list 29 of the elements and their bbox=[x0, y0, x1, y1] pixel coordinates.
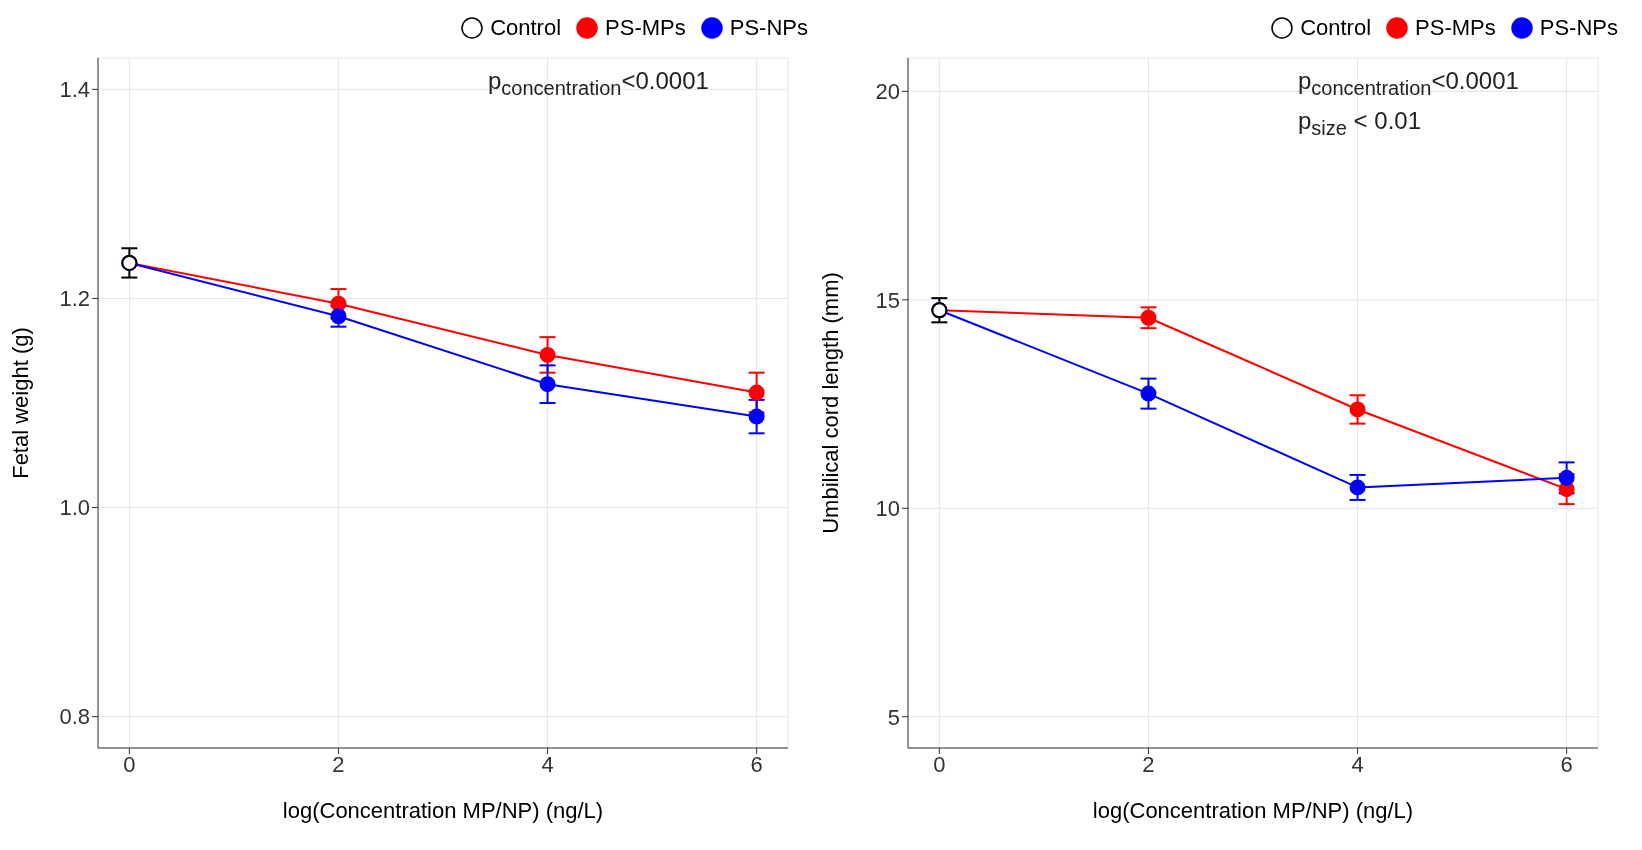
y-tick-label: 20 bbox=[875, 79, 900, 105]
y-tick-label: 5 bbox=[887, 704, 900, 730]
legend-label: PS-MPs bbox=[605, 15, 686, 41]
legend-label: PS-NPs bbox=[1539, 15, 1618, 41]
x-axis-title: log(Concentration MP/NP) (ng/L) bbox=[282, 798, 604, 823]
legend-label: PS-MPs bbox=[1415, 15, 1496, 41]
x-axis-title: log(Concentration MP/NP) (ng/L) bbox=[1092, 798, 1414, 823]
y-tick-label: 1.0 bbox=[59, 495, 90, 521]
legend-label: Control bbox=[1300, 15, 1372, 41]
legend-label: Control bbox=[490, 15, 562, 41]
y-axis-title: Fetal weight (g) bbox=[7, 327, 33, 479]
annotation: p$_{concentration}$<0.0001 bbox=[488, 66, 709, 101]
y-tick-label: 15 bbox=[875, 287, 900, 313]
annotation: p$_{concentration}$<0.0001 bbox=[1298, 66, 1519, 101]
y-tick-label: 1.4 bbox=[59, 77, 90, 103]
y-tick-label: 10 bbox=[875, 496, 900, 522]
annotation: p$_{size}$ < 0.01 bbox=[1298, 105, 1422, 141]
x-tick-label: 2 bbox=[1142, 751, 1155, 777]
x-tick-label: 0 bbox=[123, 751, 136, 777]
x-tick-label: 6 bbox=[1560, 751, 1573, 777]
y-tick-label: 0.8 bbox=[59, 704, 90, 730]
legend-label: PS-NPs bbox=[729, 15, 808, 41]
x-tick-label: 6 bbox=[750, 751, 763, 777]
x-tick-label: 2 bbox=[332, 751, 345, 777]
y-axis-title: Umbilical cord length (mm) bbox=[817, 272, 843, 534]
x-tick-label: 0 bbox=[933, 751, 946, 777]
x-tick-label: 4 bbox=[1351, 751, 1364, 777]
x-tick-label: 4 bbox=[541, 751, 554, 777]
y-tick-label: 1.2 bbox=[59, 286, 90, 312]
